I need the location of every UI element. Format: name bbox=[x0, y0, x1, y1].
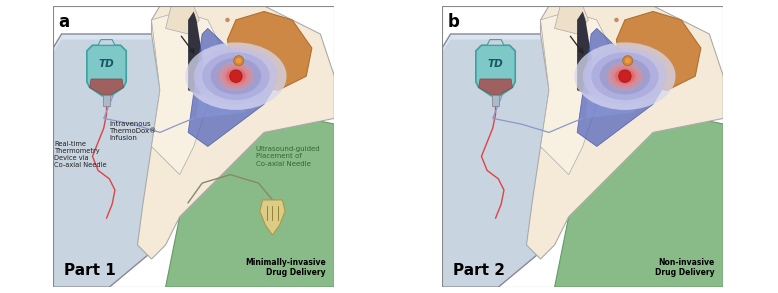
Polygon shape bbox=[188, 28, 272, 146]
Ellipse shape bbox=[194, 48, 278, 104]
Ellipse shape bbox=[202, 52, 270, 100]
Polygon shape bbox=[53, 34, 194, 287]
Text: TD: TD bbox=[99, 59, 114, 69]
Ellipse shape bbox=[591, 52, 659, 100]
Text: Intravenous
ThermoDox®
Infusion: Intravenous ThermoDox® Infusion bbox=[110, 121, 156, 141]
Text: TD: TD bbox=[488, 59, 503, 69]
Circle shape bbox=[625, 58, 630, 64]
Circle shape bbox=[236, 58, 241, 64]
Text: Minimally-invasive
Drug Delivery: Minimally-invasive Drug Delivery bbox=[245, 258, 326, 277]
Polygon shape bbox=[476, 45, 515, 96]
Polygon shape bbox=[166, 118, 335, 287]
Ellipse shape bbox=[583, 48, 667, 104]
Bar bbox=[492, 95, 499, 106]
Polygon shape bbox=[527, 6, 724, 259]
Polygon shape bbox=[53, 34, 194, 54]
Circle shape bbox=[225, 18, 230, 22]
Polygon shape bbox=[152, 48, 194, 251]
Circle shape bbox=[233, 56, 244, 66]
Polygon shape bbox=[152, 11, 222, 175]
Ellipse shape bbox=[600, 58, 650, 94]
Polygon shape bbox=[555, 6, 588, 34]
Polygon shape bbox=[442, 34, 583, 54]
Text: Non-invasive
Drug Delivery: Non-invasive Drug Delivery bbox=[655, 258, 715, 277]
Ellipse shape bbox=[218, 63, 254, 90]
Polygon shape bbox=[98, 40, 115, 45]
Polygon shape bbox=[87, 45, 126, 96]
Ellipse shape bbox=[211, 58, 261, 94]
Circle shape bbox=[619, 70, 631, 82]
Ellipse shape bbox=[185, 42, 286, 110]
Polygon shape bbox=[138, 6, 335, 259]
Polygon shape bbox=[541, 48, 583, 251]
Ellipse shape bbox=[607, 63, 643, 90]
Ellipse shape bbox=[615, 69, 635, 84]
Text: Ultrasound-guided
Placement of
Co-axial Needle: Ultrasound-guided Placement of Co-axial … bbox=[256, 146, 321, 166]
Polygon shape bbox=[188, 11, 208, 96]
Ellipse shape bbox=[611, 66, 639, 87]
Circle shape bbox=[622, 56, 633, 66]
Text: Part 2: Part 2 bbox=[454, 263, 506, 278]
Ellipse shape bbox=[224, 67, 247, 85]
Polygon shape bbox=[541, 11, 611, 175]
Ellipse shape bbox=[218, 62, 254, 90]
Circle shape bbox=[230, 70, 242, 82]
Ellipse shape bbox=[613, 67, 636, 85]
Circle shape bbox=[614, 18, 619, 22]
Polygon shape bbox=[166, 6, 199, 34]
Polygon shape bbox=[227, 11, 312, 90]
Polygon shape bbox=[89, 79, 124, 94]
Text: Real-time
Thermometry
Device via
Co-axial Needle: Real-time Thermometry Device via Co-axia… bbox=[54, 141, 107, 168]
Polygon shape bbox=[260, 200, 286, 235]
Polygon shape bbox=[577, 11, 597, 96]
Circle shape bbox=[664, 36, 671, 43]
Ellipse shape bbox=[607, 62, 643, 90]
Polygon shape bbox=[555, 118, 724, 287]
Polygon shape bbox=[478, 79, 513, 94]
Polygon shape bbox=[616, 11, 701, 90]
Text: a: a bbox=[58, 13, 70, 31]
Text: Part 1: Part 1 bbox=[65, 263, 116, 278]
Polygon shape bbox=[487, 40, 504, 45]
Polygon shape bbox=[577, 28, 661, 146]
Ellipse shape bbox=[226, 69, 246, 84]
Ellipse shape bbox=[574, 42, 675, 110]
Circle shape bbox=[275, 36, 282, 43]
Bar bbox=[103, 95, 110, 106]
Text: b: b bbox=[447, 13, 460, 31]
Polygon shape bbox=[197, 48, 258, 118]
Ellipse shape bbox=[222, 66, 250, 87]
Polygon shape bbox=[442, 34, 583, 287]
Polygon shape bbox=[586, 48, 647, 118]
